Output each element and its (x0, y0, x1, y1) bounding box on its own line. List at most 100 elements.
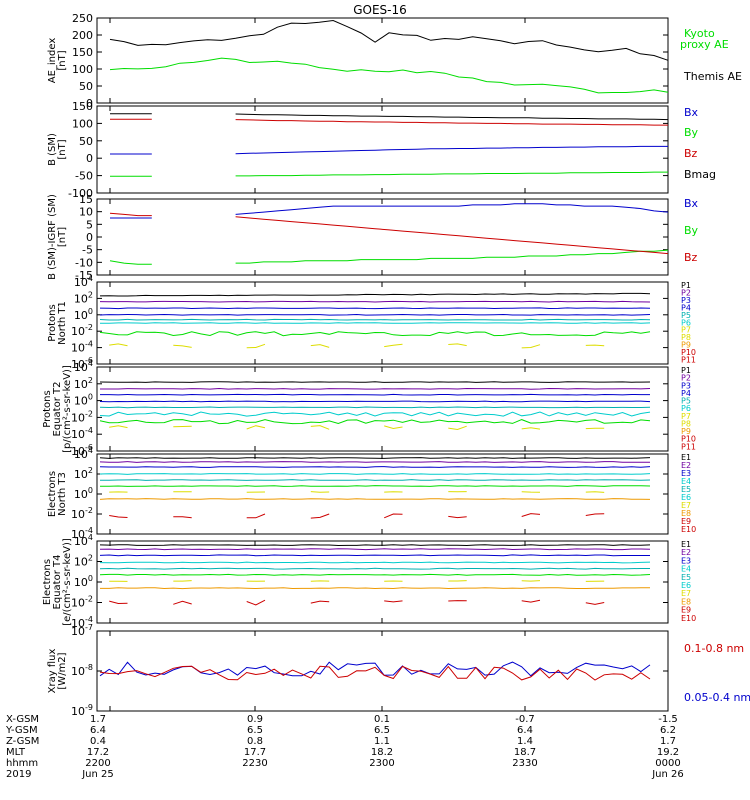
ytick-label-bsm-3: 0 (86, 152, 93, 165)
legend-ae-2: Themis AE (683, 70, 742, 83)
xaxis-val-2-4: 1.7 (660, 736, 676, 747)
series-eT3-E3 (99, 466, 651, 468)
series-eT4-E9-seg1 (173, 600, 192, 605)
xaxis-val-2-3: 1.4 (517, 736, 533, 747)
xaxis-val-0-0: 1.7 (90, 714, 106, 725)
ytick-label-ae-3: 100 (72, 63, 93, 76)
ytick-label-bigrf-0: 15 (79, 193, 93, 206)
ylabel-eT4-2: [e/(cm²-s-sr-keV)] (62, 538, 73, 626)
xaxis-val-3-0: 17.2 (87, 747, 109, 758)
series-bsm-By-1 (235, 171, 668, 177)
x-axis-table: X-GSM 1.7 0.9 0.1 -0.7 -1.5 Y-GSM 6.4 6.5 6.5 6.4 6… (5, 714, 684, 780)
series-pT1-P8-seg0 (109, 343, 128, 347)
series-eT4-E9-seg7 (585, 602, 605, 605)
ytick-label-ae-0: 250 (72, 12, 93, 25)
series-eT3-E9-seg6 (521, 513, 541, 517)
series-eT3-E7-seg6 (521, 491, 541, 493)
xaxis-val-2-0: 0.4 (90, 736, 106, 747)
ytick-label-ae-2: 150 (72, 46, 93, 59)
series-eT3-E9-seg4 (384, 513, 403, 519)
legend-eT3-E4: E4 (681, 477, 691, 486)
ytick-label-bigrf-2: 5 (86, 218, 93, 231)
legend-pT1-P7: P7 (681, 326, 691, 335)
ylabel-bigrf-1: [nT] (57, 227, 68, 247)
legend-eT4-E2: E2 (681, 548, 691, 557)
series-eT4-E9-seg0 (109, 600, 128, 605)
legend-eT4-E3: E3 (681, 556, 691, 565)
series-eT3-E4 (99, 473, 651, 475)
legend-bigrf-1: By (684, 224, 699, 237)
ylabel-eT3-1: North T3 (57, 472, 68, 516)
xaxis-row-label-1: Y-GSM (5, 725, 38, 736)
series-eT3-E7-seg3 (310, 491, 330, 493)
ytick-label-bigrf-1: 10 (79, 206, 93, 219)
series-eT4-E5 (99, 567, 650, 570)
legend-eT4-E8: E8 (681, 597, 691, 606)
series-eT3-E5 (99, 479, 651, 481)
series-eT4-E6 (99, 573, 651, 576)
ytick-label-ae-4: 50 (79, 80, 93, 93)
series-bigrf-Bz-0 (109, 212, 152, 217)
series-eT4-E9-seg2 (246, 599, 266, 606)
xaxis-val-3-4: 19.2 (657, 747, 679, 758)
legend-eT3-E6: E6 (681, 493, 691, 502)
legend-pT2-P5: P5 (681, 397, 691, 406)
xaxis-val-4-4: 0000 (655, 758, 680, 769)
series-eT3-E9-seg3 (310, 513, 330, 519)
legend-eT4-E9: E9 (681, 606, 691, 615)
ylabel-eT4-0: Electrons (42, 559, 53, 605)
xaxis-val-4-3: 2330 (512, 758, 537, 769)
series-ae-Themis-AE-0 (109, 19, 669, 61)
xaxis-val-1-1: 6.5 (247, 725, 263, 736)
legend-eT3-E7: E7 (681, 501, 691, 510)
legend-eT3-E8: E8 (681, 509, 691, 518)
series-pT1-P8-seg4 (384, 343, 403, 348)
ylabel-eT3-0: Electrons (47, 471, 58, 517)
legend-pT1-P4: P4 (681, 303, 691, 312)
legend-pT1-P6: P6 (681, 318, 691, 327)
legend-pT1-P3: P3 (681, 296, 691, 305)
series-bigrf-By-1 (235, 249, 669, 264)
xaxis-val-3-1: 17.7 (244, 747, 266, 758)
xaxis-val-0-4: -1.5 (658, 714, 678, 725)
series-pT2-P5 (99, 406, 651, 409)
legend-bigrf-0: Bx (684, 197, 699, 210)
legend-pT2-P9: P9 (681, 427, 691, 436)
legend-pT1-P5: P5 (681, 311, 691, 320)
ytick-label-bigrf-4: -5 (82, 244, 93, 257)
xaxis-val-0-3: -0.7 (515, 714, 535, 725)
ytick-label-bsm-5: -100 (68, 187, 93, 200)
xaxis-row-label-2: Z-GSM (6, 736, 39, 747)
legend-eT4-E6: E6 (681, 581, 691, 590)
legend-eT4-E4: E4 (681, 565, 691, 574)
ylabel-pT1-0: Protons (47, 304, 58, 341)
legend-bsm-2: Bz (684, 147, 698, 160)
series-pT2-P8-seg6 (521, 427, 541, 430)
xaxis-val-4-0: 2200 (85, 758, 110, 769)
series-pT1-P4 (99, 313, 651, 316)
series-eT4-E9-seg4 (384, 600, 403, 603)
figure-title: GOES-16 (353, 3, 407, 17)
ylabel-pT1-1: North T1 (57, 301, 68, 345)
series-pT1-P3 (99, 307, 651, 310)
ylabel-bsm-1: [nT] (57, 139, 68, 159)
xaxis-row-label-4: hhmm (6, 758, 38, 769)
xaxis-val-1-0: 6.4 (90, 725, 106, 736)
series-pT1-P8-seg5 (448, 343, 467, 347)
series-bsm-Bz-1 (235, 119, 668, 126)
series-eT3-E9-seg1 (173, 516, 192, 519)
legend-pT2-P11: P11 (681, 442, 696, 451)
legend-eT3-E9: E9 (681, 517, 691, 526)
ylabel-bigrf-0: B (SM)-IGRF (SM) (47, 194, 58, 280)
series-pT1-P2 (99, 300, 651, 303)
xaxis-row-label-5: 2019 (6, 769, 31, 780)
ytick-label-bigrf-3: 0 (86, 231, 93, 244)
series-pT2-P8-seg5 (448, 425, 467, 431)
series-pT1-P8-seg2 (246, 343, 266, 349)
ylabel-bsm-0: B (SM) (47, 133, 58, 166)
legend-pT1-P8: P8 (681, 333, 691, 342)
